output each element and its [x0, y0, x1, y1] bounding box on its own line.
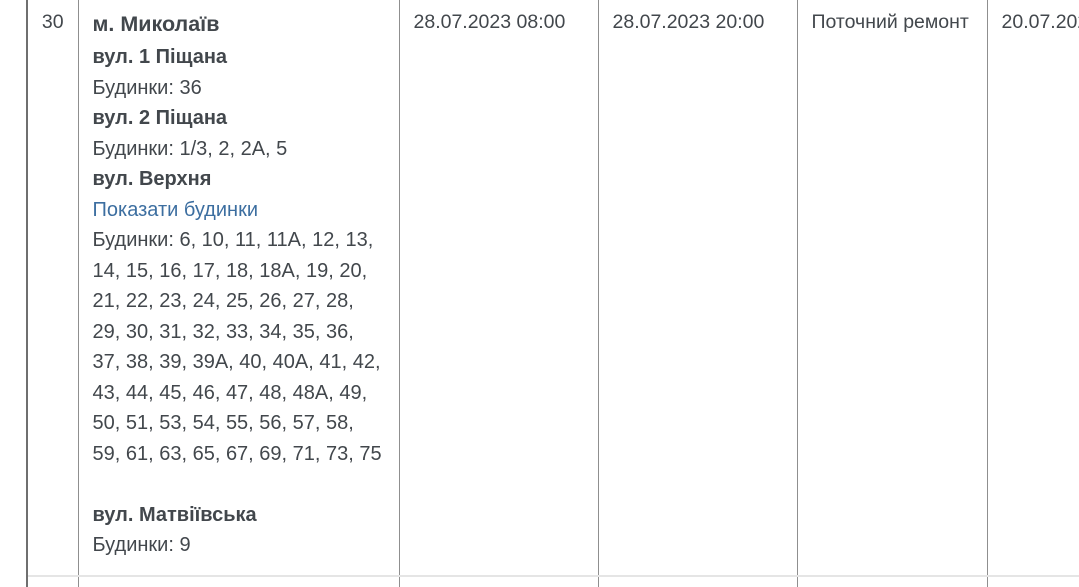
start-datetime-cell: 28.07.2023 08:00 — [399, 0, 599, 577]
row-number-cell: 30 — [28, 0, 79, 577]
houses-list: Будинки: 9 — [92, 534, 191, 556]
outage-table-row: 30 м. Миколаїв вул. 1 Піщана Будинки: 36… — [28, 0, 1079, 577]
outage-schedule-table: 30 м. Миколаїв вул. 1 Піщана Будинки: 36… — [28, 0, 1079, 587]
outage-table-container: 30 м. Миколаїв вул. 1 Піщана Будинки: 36… — [26, 0, 1079, 587]
empty-cell — [28, 575, 79, 587]
address-cell: м. Миколаїв вул. 1 Піщана Будинки: 36 ву… — [78, 0, 400, 577]
houses-list: Будинки: 6, 10, 11, 11А, 12, 13, 14, 15,… — [92, 229, 382, 465]
city-name: м. Миколаїв — [92, 12, 220, 36]
street-name: вул. 2 Піщана — [92, 107, 228, 129]
address-group-spacer — [93, 469, 385, 500]
empty-cell — [78, 575, 400, 587]
work-type-cell: Поточний ремонт — [797, 0, 988, 577]
houses-list: Будинки: 36 — [92, 76, 202, 99]
end-datetime-cell: 28.07.2023 20:00 — [598, 0, 798, 577]
next-row-stub — [28, 575, 1079, 587]
empty-cell — [399, 575, 599, 587]
houses-list: Будинки: 1/3, 2, 2А, 5 — [92, 137, 288, 160]
empty-cell — [797, 575, 988, 587]
empty-cell — [987, 575, 1079, 587]
empty-cell — [598, 575, 798, 587]
street-name: вул. Верхня — [92, 168, 212, 190]
publish-date-cell: 20.07.2023 — [987, 0, 1079, 577]
street-name: вул. Матвіївська — [92, 503, 257, 526]
street-name: вул. 1 Піщана — [92, 46, 228, 68]
show-houses-link[interactable]: Показати будинки — [92, 198, 259, 221]
